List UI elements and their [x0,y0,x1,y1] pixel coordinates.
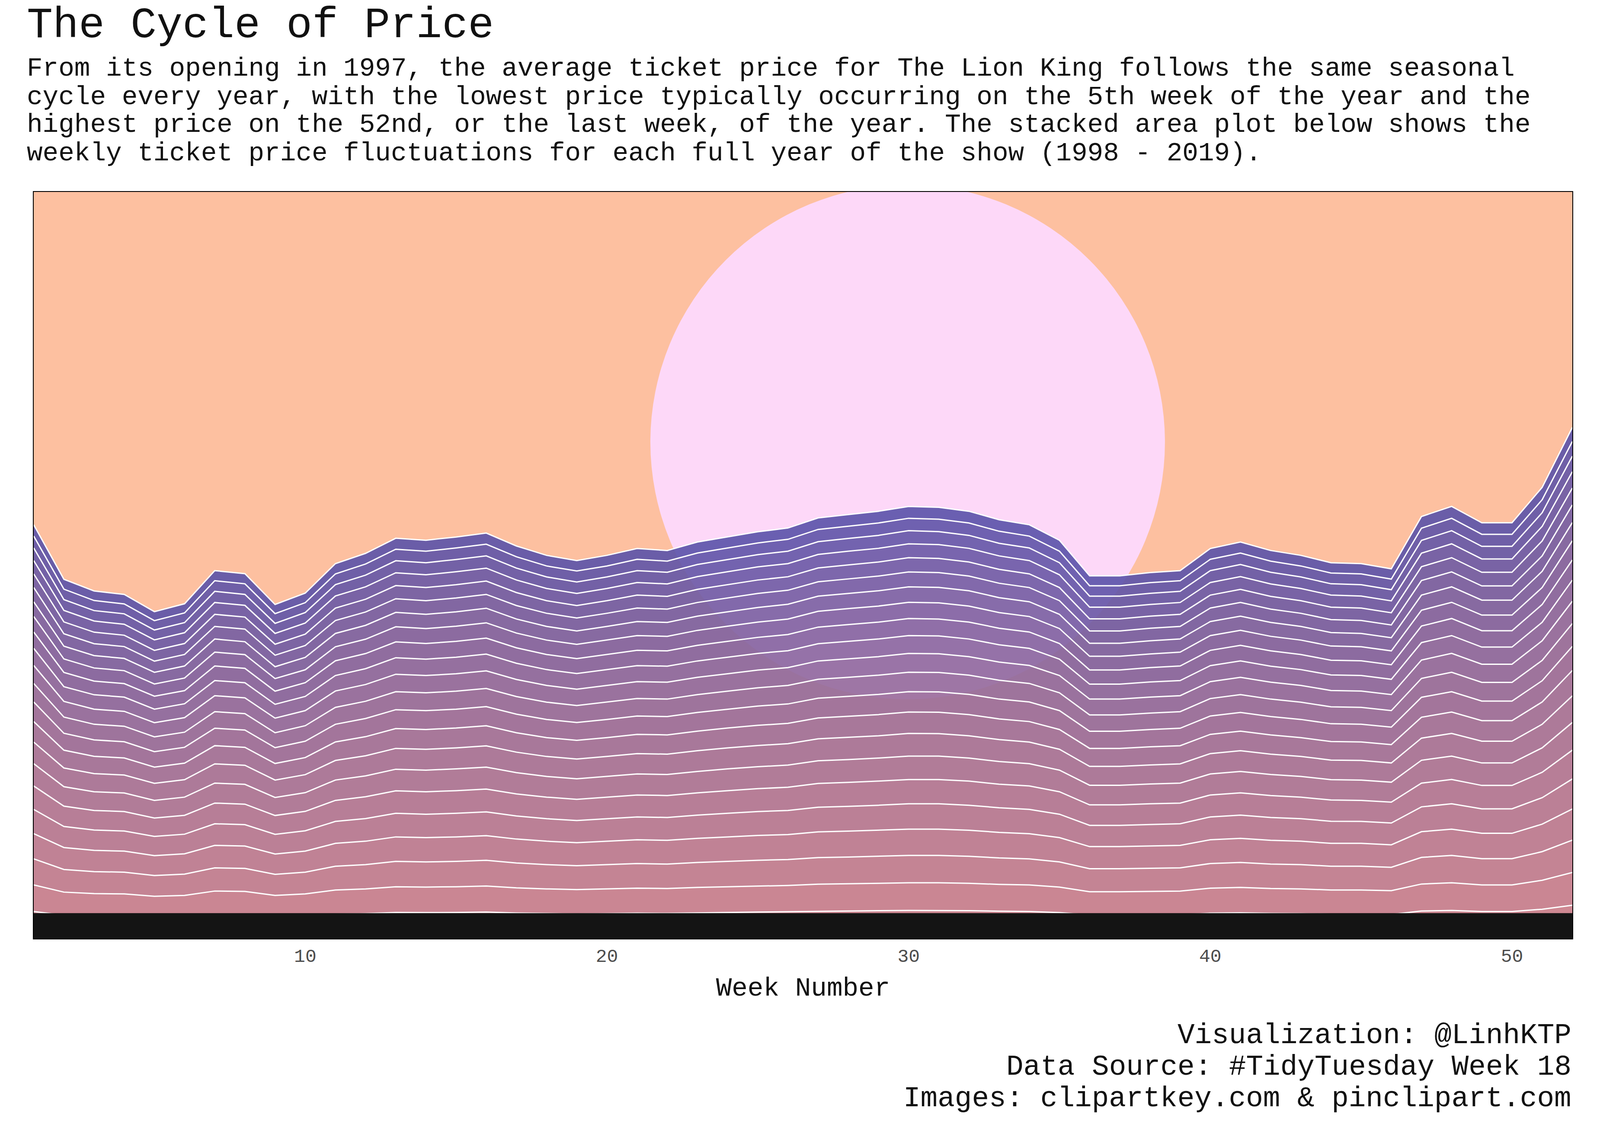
svg-text:The Cycle of Price: The Cycle of Price [26,1,494,51]
svg-text:40: 40 [1199,946,1222,968]
svg-text:10: 10 [294,946,317,968]
svg-text:cycle every year, with the low: cycle every year, with the lowest price … [26,82,1531,112]
svg-text:weekly ticket price fluctuatio: weekly ticket price fluctuations for eac… [26,138,1262,169]
svg-text:Visualization: @LinhKTP: Visualization: @LinhKTP [1177,1019,1572,1053]
svg-text:Week Number: Week Number [716,973,891,1004]
svg-text:30: 30 [897,946,920,968]
svg-text:Data Source: #TidyTuesday Week: Data Source: #TidyTuesday Week 18 [1006,1051,1572,1084]
svg-text:20: 20 [595,946,619,968]
svg-text:Images: clipartkey.com & pincl: Images: clipartkey.com & pinclipart.com [903,1082,1572,1116]
svg-text:From its opening in 1997, the: From its opening in 1997, the average ti… [26,53,1515,84]
svg-text:50: 50 [1500,946,1524,968]
svg-text:highest price on the 52nd, or: highest price on the 52nd, or the last w… [26,109,1531,140]
